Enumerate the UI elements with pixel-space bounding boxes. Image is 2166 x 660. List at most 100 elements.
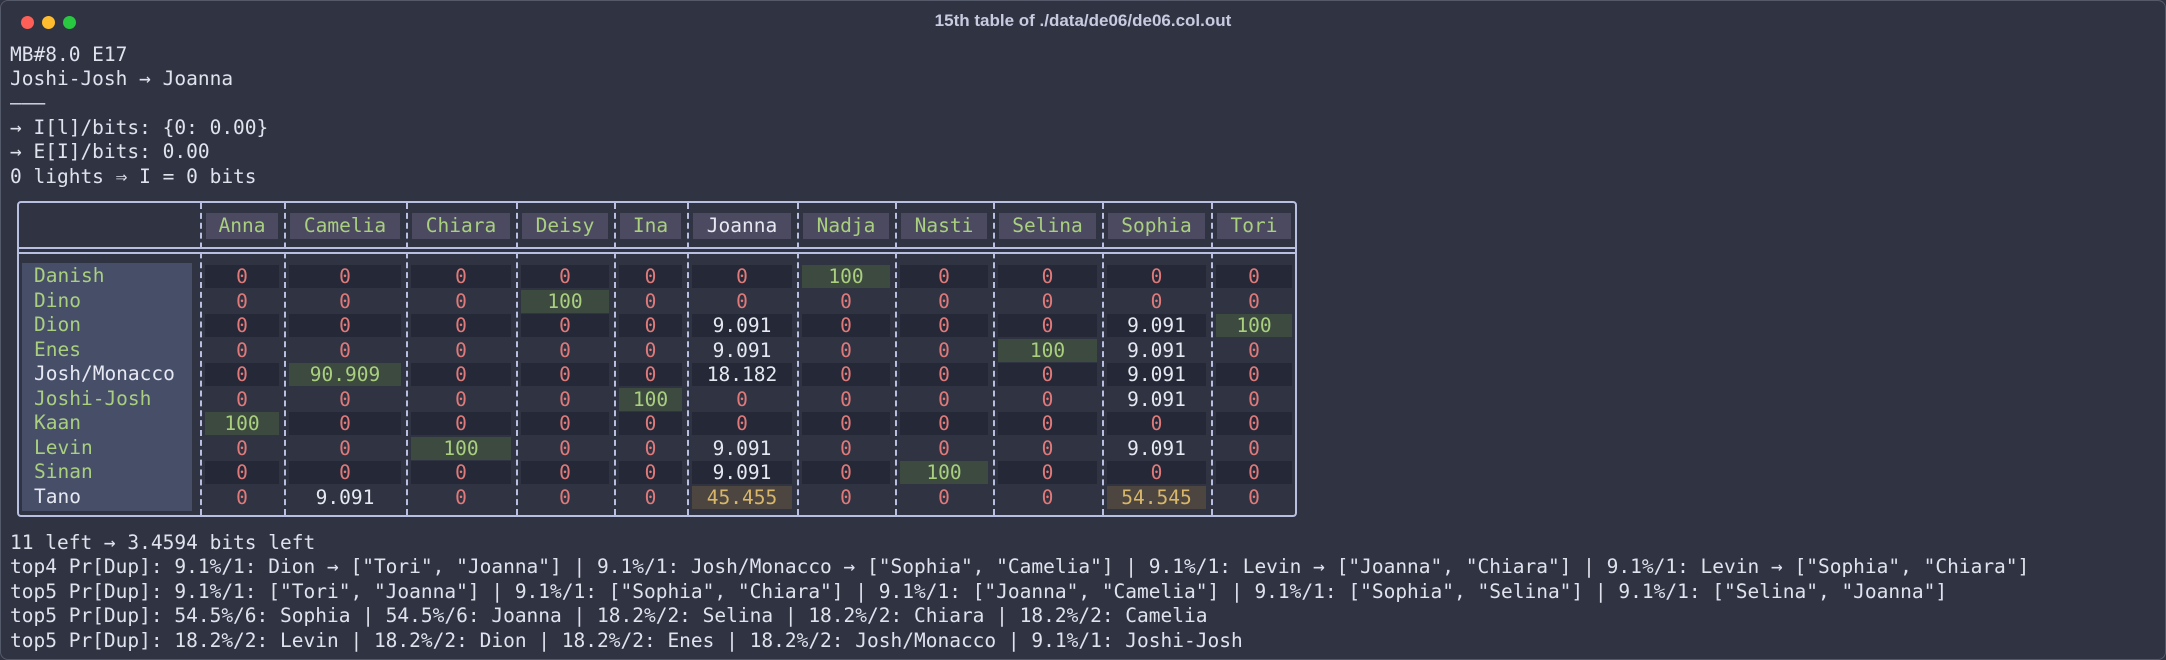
table-cell: 0: [998, 363, 1097, 386]
table-cell: 0: [938, 485, 950, 509]
table-cell: 0: [559, 436, 571, 460]
table-cell: 0: [1248, 387, 1260, 411]
console-line: MB#8.0 E17: [10, 43, 128, 66]
row-label: Dino: [34, 288, 81, 312]
console-line: → E[I]/bits: 0.00: [10, 140, 210, 163]
table-cell: 0: [521, 363, 609, 386]
table-cell: 0: [840, 485, 852, 509]
table-cell: 0: [236, 338, 248, 362]
table-cell: 0: [289, 412, 401, 435]
console-line: → I[l]/bits: {0: 0.00}: [10, 116, 269, 139]
column-header-anna: Anna: [206, 213, 278, 239]
table-cell: 100: [900, 461, 988, 484]
table-cell: 0: [736, 289, 748, 313]
table-cell: 0: [205, 363, 279, 386]
table-cell: 0: [1041, 289, 1054, 313]
table-cell: 9.091: [1107, 363, 1206, 386]
table-cell: 0: [938, 338, 950, 362]
column-separator: [993, 203, 995, 515]
table-cell: 0: [644, 338, 657, 362]
table-cell: 0: [802, 314, 890, 337]
column-separator: [200, 203, 202, 515]
table-cell: 0: [1041, 485, 1054, 509]
table-cell: 0: [1216, 412, 1292, 435]
row-label: Joshi-Josh: [34, 386, 152, 410]
console-line: top5 Pr[Dup]: 18.2%/2: Levin | 18.2%/2: …: [10, 629, 1243, 652]
table-cell: 0: [692, 265, 792, 288]
table-cell: 0: [455, 387, 467, 411]
table-cell: 0: [802, 363, 890, 386]
table-cell: 0: [619, 412, 682, 435]
column-header-nadja: Nadja: [803, 213, 889, 239]
table-cell: 0: [900, 412, 988, 435]
table-cell: 0: [619, 461, 682, 484]
table-cell: 0: [1216, 461, 1292, 484]
table-cell: 0: [236, 436, 248, 460]
table-cell: 0: [998, 412, 1097, 435]
table-cell: 0: [692, 412, 792, 435]
row-label: Josh/Monacco: [34, 362, 175, 385]
table-cell: 100: [802, 265, 890, 288]
table-cell: 9.091: [712, 436, 772, 460]
table-cell: 100: [619, 387, 682, 411]
row-label: Tano: [34, 484, 81, 508]
column-header-deisy: Deisy: [522, 213, 608, 239]
table-cell: 0: [840, 387, 852, 411]
zoom-window-button[interactable]: [63, 16, 76, 29]
table-cell: 0: [559, 485, 571, 509]
table-cell: 100: [411, 436, 511, 460]
close-window-button[interactable]: [21, 16, 34, 29]
table-cell: 0: [1107, 265, 1206, 288]
table-cell: 9.091: [1127, 387, 1186, 411]
table-cell: 0: [411, 412, 511, 435]
table-cell: 54.545: [1107, 485, 1206, 509]
table-cell: 0: [205, 314, 279, 337]
table-cell: 0: [455, 289, 467, 313]
table-cell: 0: [619, 314, 682, 337]
table-cell: 90.909: [289, 363, 401, 386]
table-cell: 18.182: [692, 363, 792, 386]
column-separator: [1211, 203, 1213, 515]
table-cell: 0: [1041, 387, 1054, 411]
table-cell: 0: [521, 314, 609, 337]
table-cell: 0: [236, 387, 248, 411]
table-cell: 100: [521, 289, 609, 313]
table-cell: 0: [236, 485, 248, 509]
table-cell: 0: [900, 314, 988, 337]
table-frame: [17, 201, 1297, 517]
column-separator: [516, 203, 518, 515]
column-separator: [687, 203, 689, 515]
table-cell: 0: [938, 387, 950, 411]
table-cell: 9.091: [712, 338, 772, 362]
column-header-ina: Ina: [620, 213, 681, 239]
table-cell: 9.091: [1127, 338, 1186, 362]
table-cell: 0: [559, 387, 571, 411]
table-cell: 0: [840, 436, 852, 460]
row-label: Danish: [34, 264, 105, 287]
column-header-tori: Tori: [1217, 213, 1291, 239]
table-cell: 0: [1216, 363, 1292, 386]
row-label: Dion: [34, 313, 81, 336]
console-line: top5 Pr[Dup]: 54.5%/6: Sophia | 54.5%/6:…: [10, 604, 1208, 627]
minimize-window-button[interactable]: [42, 16, 55, 29]
table-cell: 0: [802, 461, 890, 484]
table-cell: 9.091: [315, 485, 375, 509]
table-cell: 0: [205, 461, 279, 484]
column-separator: [797, 203, 799, 515]
column-header-nasti: Nasti: [901, 213, 987, 239]
table-cell: 0: [339, 338, 351, 362]
table-cell: 9.091: [692, 461, 792, 484]
column-separator: [284, 203, 286, 515]
table-cell: 0: [1248, 338, 1260, 362]
title-bar: 15th table of ./data/de06/de06.col.out: [1, 1, 2165, 41]
column-separator: [614, 203, 616, 515]
table-cell: 0: [900, 265, 988, 288]
table-cell: 0: [1248, 289, 1260, 313]
table-cell: 0: [339, 436, 351, 460]
table-cell: 0: [559, 338, 571, 362]
column-header-camelia: Camelia: [290, 213, 400, 239]
table-cell: 0: [289, 265, 401, 288]
window-title: 15th table of ./data/de06/de06.col.out: [934, 11, 1232, 30]
column-header-joanna: Joanna: [693, 213, 791, 239]
